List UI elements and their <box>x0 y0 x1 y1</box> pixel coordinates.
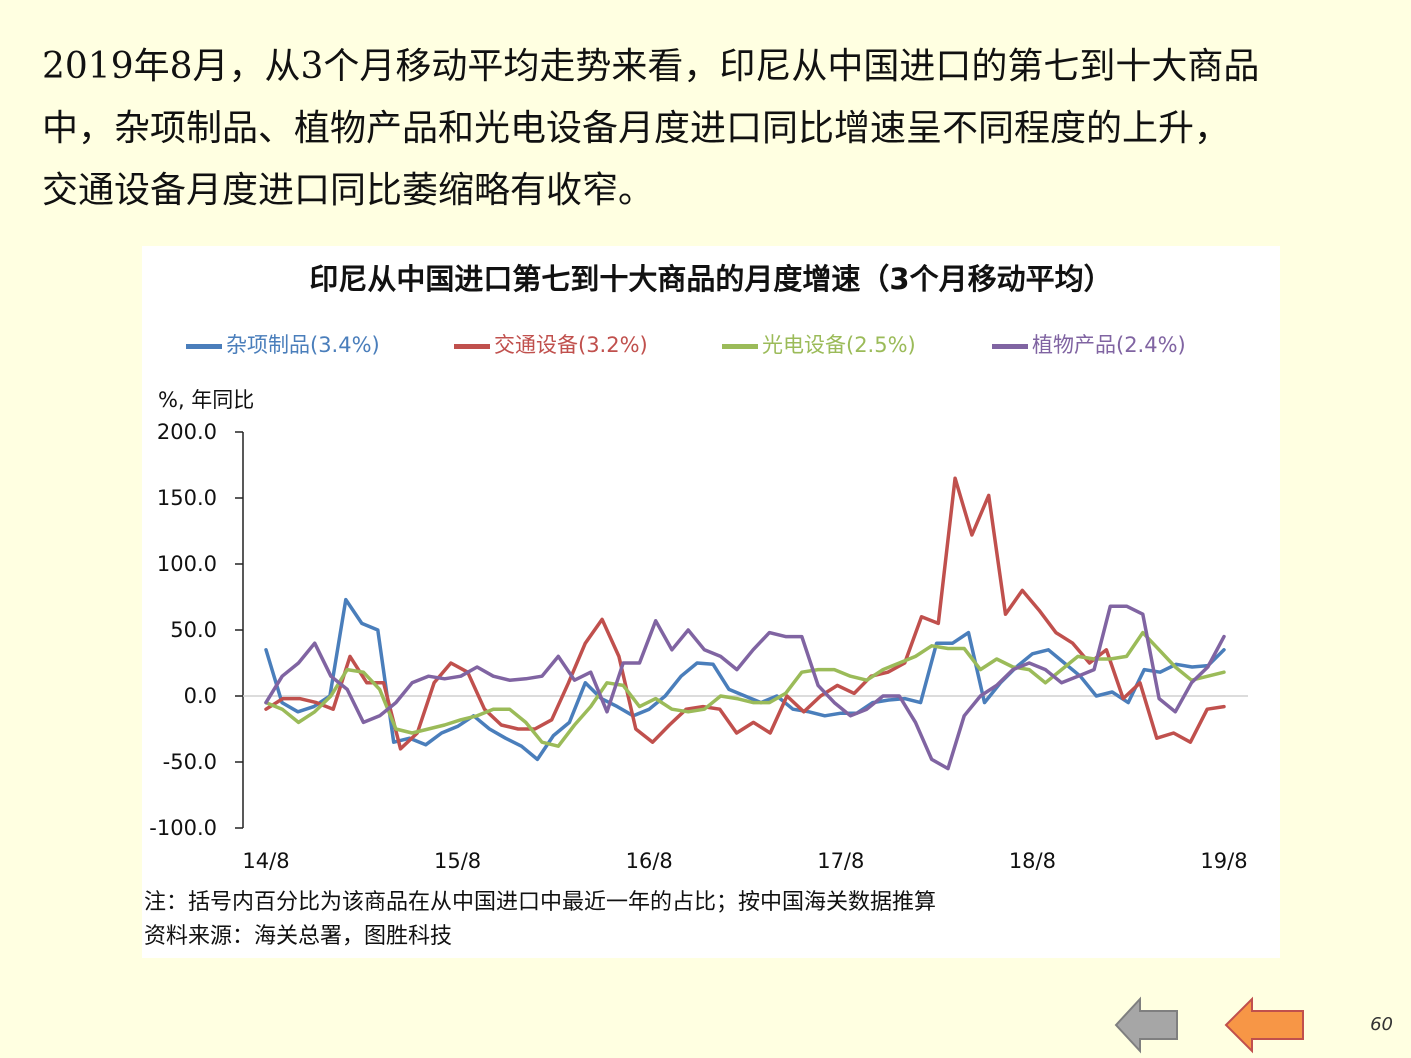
legend-swatch-1 <box>454 343 490 349</box>
legend-label-2: 光电设备(2.5%) <box>762 333 916 357</box>
y-tick-label: -50.0 <box>163 750 217 774</box>
y-tick-label: 100.0 <box>157 552 217 576</box>
legend-item-series-1: 交通设备(3.2%) <box>454 330 648 360</box>
intro-line: 中，杂项制品、植物产品和光电设备月度进口同比增速呈不同程度的上升， <box>42 108 1231 149</box>
x-tick-label: 17/8 <box>817 849 864 873</box>
page-number: 60 <box>1370 1014 1393 1035</box>
legend-label-3: 植物产品(2.4%) <box>1032 333 1186 357</box>
line-chart: 200.0 150.0 100.0 50.0 0.0 -50.0 -100.0 14/8 15/… <box>149 420 1248 873</box>
intro-line: 2019年8月，从3个月移动平均走势来看，印尼从中国进口的第七到十大商品 <box>42 46 1260 87</box>
x-tick-label: 15/8 <box>434 849 481 873</box>
y-tick-label: 150.0 <box>157 486 217 510</box>
legend-swatch-3 <box>992 343 1028 349</box>
x-tick-label: 14/8 <box>242 849 289 873</box>
previous-slide-button[interactable] <box>1114 995 1180 1055</box>
chart-card: 印尼从中国进口第七到十大商品的月度增速（3个月移动平均） 杂项制品(3.4%) … <box>142 246 1280 958</box>
footnote: 注：括号内百分比为该商品在从中国进口中最近一年的占比；按中国海关数据推算 <box>144 890 937 915</box>
x-tick-label: 18/8 <box>1009 849 1056 873</box>
series-line-0 <box>264 597 1226 762</box>
legend-label-0: 杂项制品(3.4%) <box>226 333 380 357</box>
left-arrow-icon <box>1224 996 1304 1054</box>
legend-item-series-0: 杂项制品(3.4%) <box>186 330 380 360</box>
y-tick-label: 50.0 <box>170 618 217 642</box>
source-note: 资料来源：海关总署，图胜科技 <box>144 924 453 949</box>
chart-notes: 注：括号内百分比为该商品在从中国进口中最近一年的占比；按中国海关数据推算 资料来… <box>144 886 936 954</box>
series-line-2 <box>264 630 1226 748</box>
y-tick-label: 0.0 <box>184 684 217 708</box>
y-tick-label: -100.0 <box>149 816 217 840</box>
left-arrow-icon <box>1114 996 1178 1054</box>
intro-line: 交通设备月度进口同比萎缩略有收窄。 <box>42 170 655 211</box>
series-line-3 <box>264 604 1226 771</box>
series-line-1 <box>264 476 1226 751</box>
intro-paragraph: 2019年8月，从3个月移动平均走势来看，印尼从中国进口的第七到十大商品 中，杂… <box>42 36 1382 222</box>
chart-title: 印尼从中国进口第七到十大商品的月度增速（3个月移动平均） <box>309 262 1113 296</box>
x-tick-label: 19/8 <box>1200 849 1247 873</box>
legend-item-series-3: 植物产品(2.4%) <box>992 330 1186 360</box>
legend-swatch-2 <box>722 343 758 349</box>
y-tick-label: 200.0 <box>157 420 217 444</box>
x-tick-label: 16/8 <box>626 849 673 873</box>
legend-label-1: 交通设备(3.2%) <box>494 333 648 357</box>
chart-legend: 杂项制品(3.4%) 交通设备(3.2%) 光电设备(2.5%) 植物产品(2.… <box>186 330 1280 360</box>
y-axis-unit-label: %, 年同比 <box>158 388 255 412</box>
next-slide-button[interactable] <box>1224 995 1306 1055</box>
legend-swatch-0 <box>186 343 222 349</box>
legend-item-series-2: 光电设备(2.5%) <box>722 330 916 360</box>
